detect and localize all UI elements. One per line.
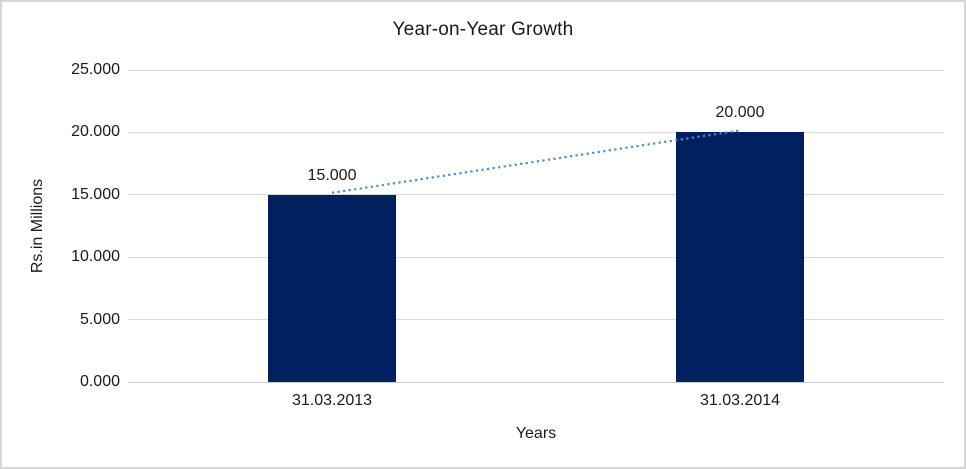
trendline [331,129,741,194]
gridline [128,194,944,196]
bar-data-label: 20.000 [715,104,765,121]
gridline [128,69,944,71]
chart-title: Year-on-Year Growth [392,19,574,40]
x-axis-title: Years [515,425,557,442]
y-tick-label: 20.000 [71,123,120,141]
bar [268,195,396,382]
y-tick-label: 25.000 [71,61,120,78]
bar [676,132,804,382]
y-tick-label: 10.000 [71,248,120,266]
y-tick-label: 5.000 [79,310,120,328]
gridline [128,131,944,133]
y-tick-label: 15.000 [71,185,120,203]
bar-data-label: 15.000 [307,167,357,184]
x-tick-label: 31.03.2013 [291,392,373,409]
y-tick-label: 0.000 [79,373,120,390]
x-axis-line [128,381,944,383]
x-tick-label: 31.03.2014 [699,392,781,409]
gridline [128,319,944,321]
gridline [128,256,944,258]
